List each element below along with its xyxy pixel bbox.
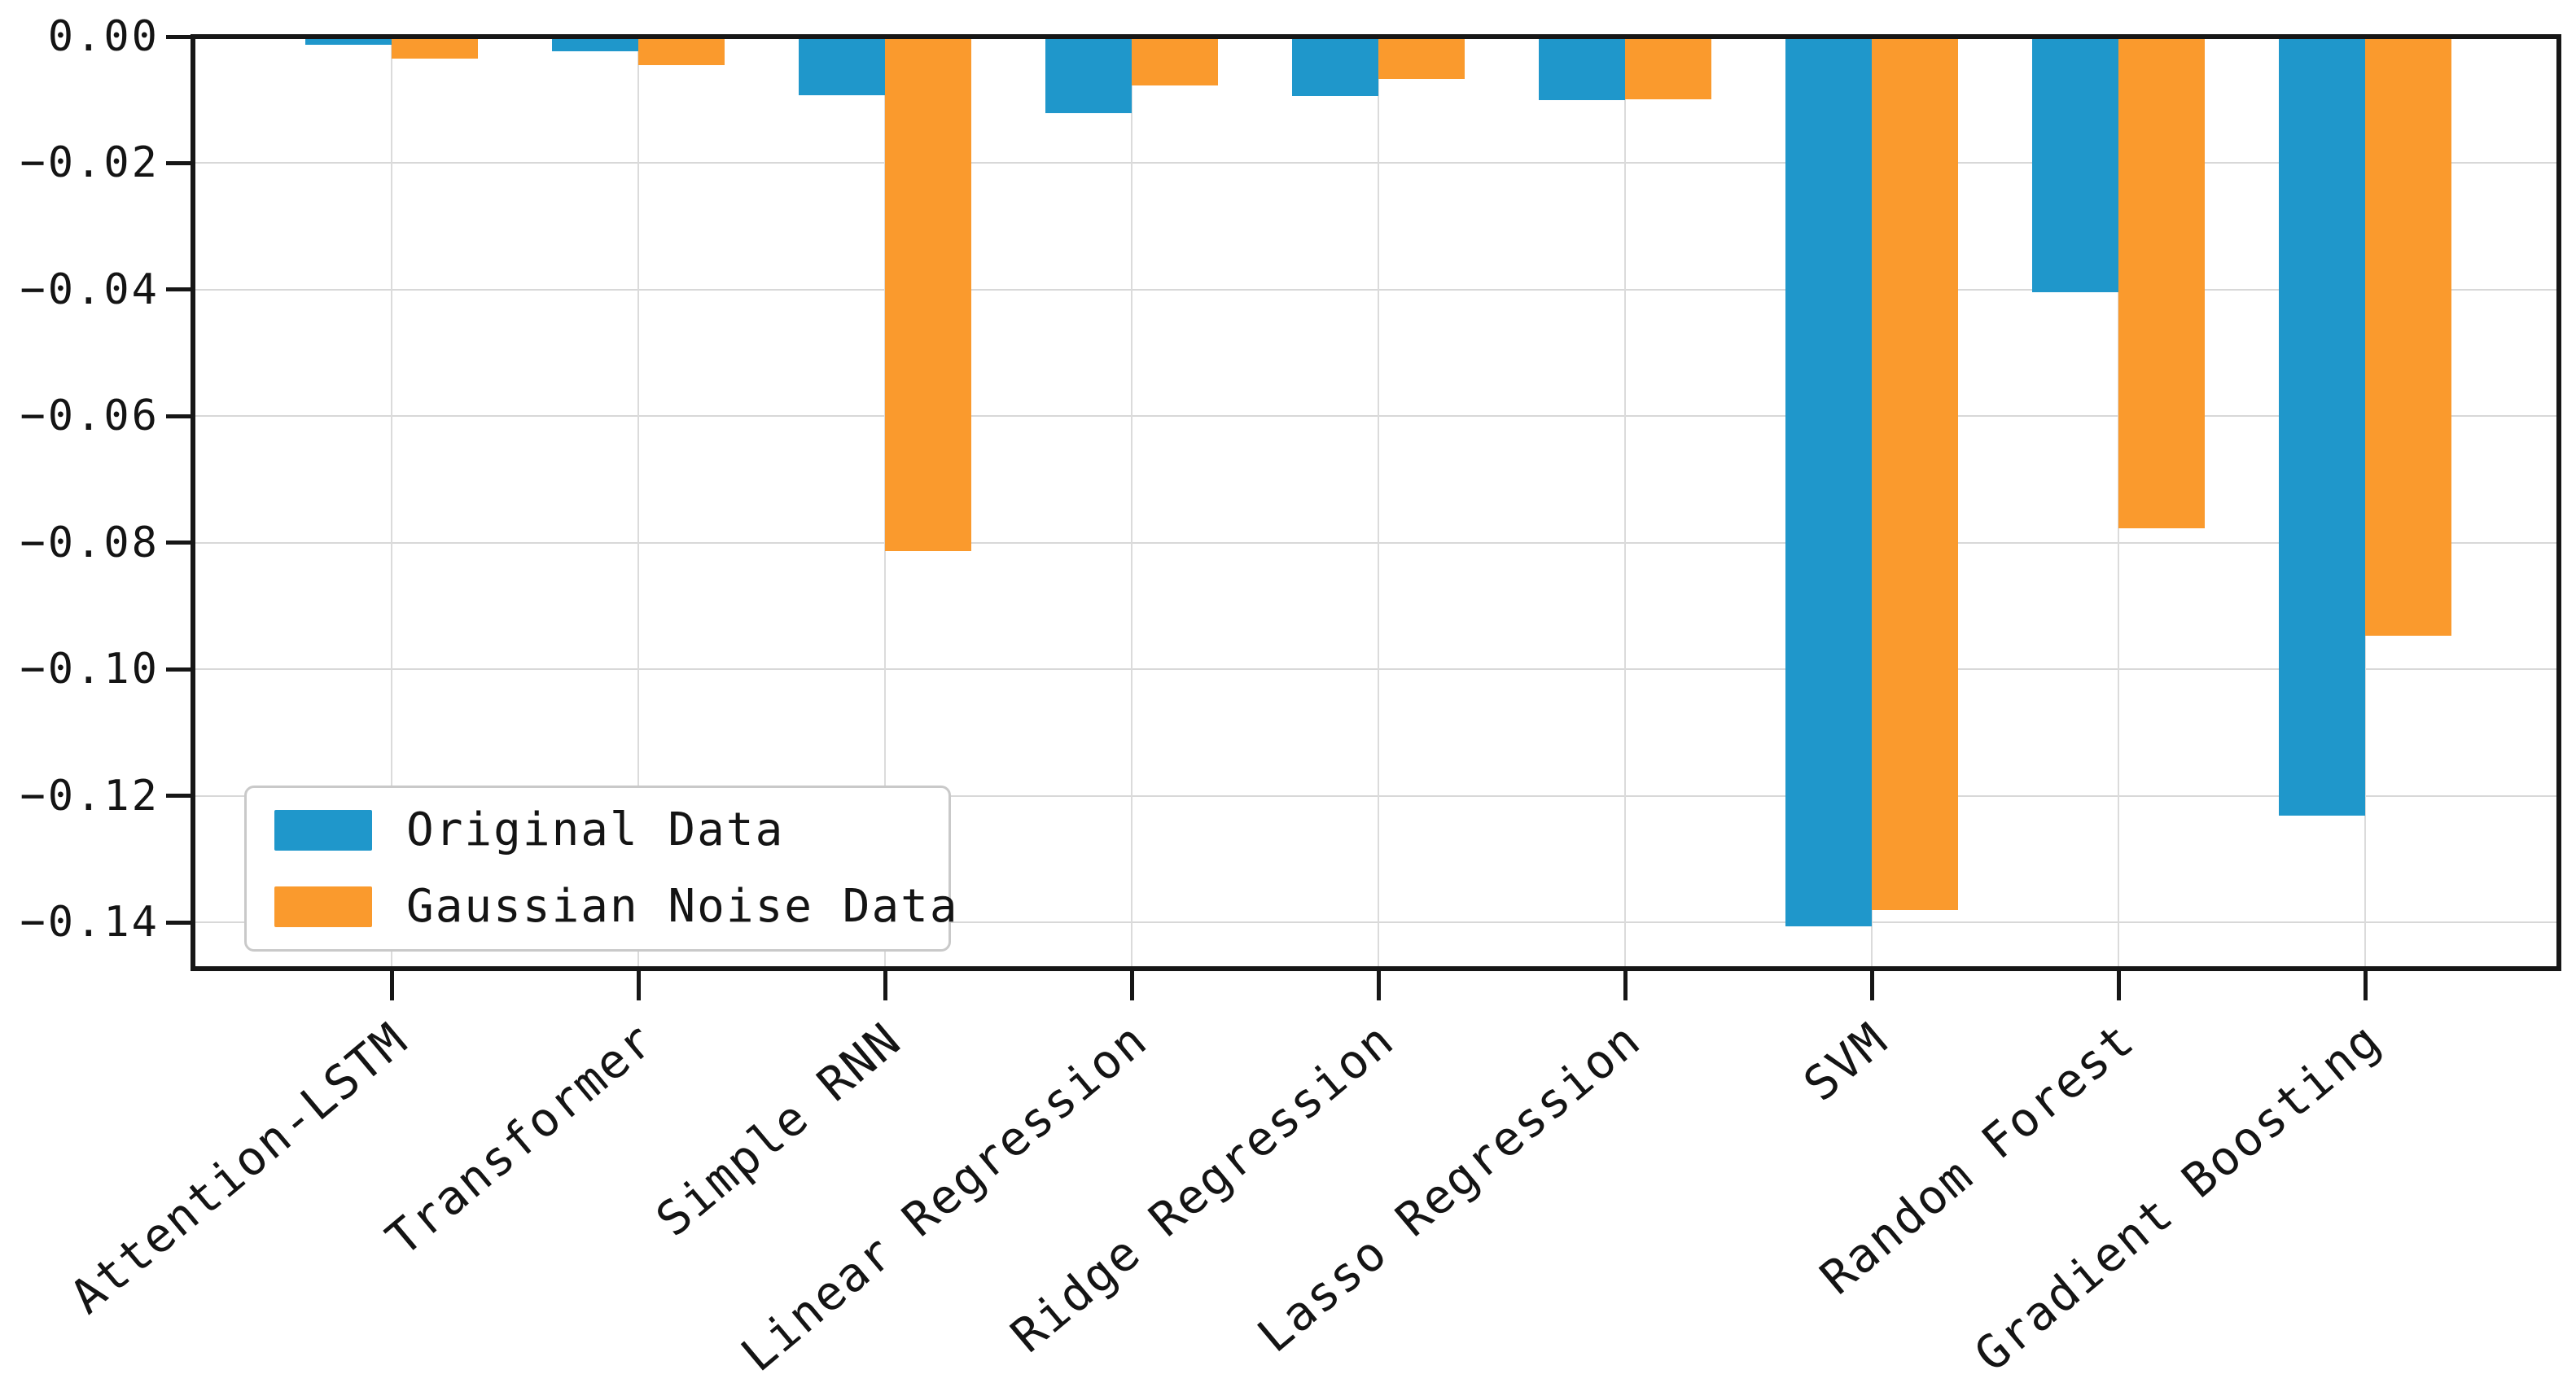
h-gridline: [195, 921, 2556, 924]
y-tick-label: −0.10: [20, 645, 160, 694]
x-tick-label: Attention-LSTM: [59, 1011, 418, 1325]
x-tick-label: Simple RNN: [645, 1011, 912, 1248]
y-tick-label: 0.00: [47, 12, 160, 61]
h-gridline: [195, 162, 2556, 164]
v-gridline: [1378, 39, 1379, 966]
legend-swatch-gaussian-noise-data: [274, 886, 372, 927]
bar-chart: 0.00 −0.02 −0.04 −0.06 −0.08 −0.10 −0.12 −0.14 A…: [20, 12, 2561, 1383]
h-gridline: [195, 541, 2556, 544]
bar-noise-svm: [1872, 38, 1958, 911]
y-axis-tick: [166, 920, 191, 925]
legend: Original Data Gaussian Noise Data: [244, 786, 957, 952]
bar-noise-attention-lstm: [392, 38, 478, 59]
bar-original-gradient-boosting: [2279, 38, 2365, 816]
y-axis-tick: [166, 34, 191, 39]
left-spine: [191, 34, 195, 971]
h-gridline: [195, 288, 2556, 291]
x-axis-tick: [883, 971, 887, 1000]
bar-original-linear-regression: [1045, 38, 1132, 113]
x-axis-tick: [1376, 971, 1381, 1000]
x-axis-tick: [1623, 971, 1628, 1000]
bar-original-transformer: [552, 38, 638, 51]
v-gridline: [1131, 39, 1132, 966]
h-gridline: [195, 415, 2556, 418]
y-axis-tick: [166, 287, 191, 292]
y-tick-label: −0.06: [20, 392, 160, 441]
x-axis-tick: [636, 971, 641, 1000]
bar-original-random-forest: [2032, 38, 2118, 293]
bar-original-svm: [1785, 38, 1872, 926]
legend-label-original-data: Original Data: [406, 803, 785, 856]
bar-original-ridge-regression: [1292, 38, 1378, 96]
legend-label-gaussian-noise-data: Gaussian Noise Data: [406, 880, 959, 933]
bar-noise-simple-rnn: [885, 38, 971, 551]
bar-noise-lasso-regression: [1625, 38, 1711, 99]
y-axis-tick: [166, 160, 191, 165]
bar-noise-random-forest: [2118, 38, 2205, 529]
bar-noise-ridge-regression: [1378, 38, 1465, 79]
y-axis-tick: [166, 794, 191, 799]
v-gridline: [637, 39, 639, 966]
bar-original-simple-rnn: [799, 38, 885, 95]
right-spine: [2556, 34, 2561, 971]
v-gridline: [1624, 39, 1626, 966]
y-tick-label: −0.12: [20, 771, 160, 821]
x-axis-tick: [2363, 971, 2368, 1000]
bottom-spine: [191, 966, 2561, 971]
h-gridline: [195, 794, 2556, 797]
h-gridline: [195, 668, 2556, 671]
x-axis-tick: [1129, 971, 1134, 1000]
x-axis-tick: [389, 971, 394, 1000]
x-tick-label: Transformer: [375, 1011, 665, 1267]
x-axis-tick: [1869, 971, 1874, 1000]
bar-original-attention-lstm: [305, 38, 392, 45]
v-gridline: [391, 39, 392, 966]
top-spine: [191, 34, 2561, 39]
x-axis-tick: [2116, 971, 2121, 1000]
legend-swatch-original-data: [274, 810, 372, 851]
x-tick-label: Gradient Boosting: [1964, 1011, 2392, 1383]
y-axis-tick: [166, 414, 191, 418]
y-axis-tick: [166, 667, 191, 672]
bar-noise-linear-regression: [1132, 38, 1218, 85]
y-tick-label: −0.08: [20, 518, 160, 567]
legend-item-gaussian: Gaussian Noise Data: [274, 882, 957, 931]
bar-noise-gradient-boosting: [2365, 38, 2451, 636]
legend-item-original: Original Data: [274, 806, 921, 855]
bar-noise-transformer: [638, 38, 725, 65]
x-tick-label: Linear Regression: [730, 1011, 1159, 1383]
y-tick-label: −0.04: [20, 265, 160, 314]
y-tick-label: −0.02: [20, 138, 160, 188]
y-tick-label: −0.14: [20, 898, 160, 948]
bar-original-lasso-regression: [1539, 38, 1625, 101]
y-axis-tick: [166, 541, 191, 545]
x-tick-label: SVM: [1793, 1011, 1899, 1113]
